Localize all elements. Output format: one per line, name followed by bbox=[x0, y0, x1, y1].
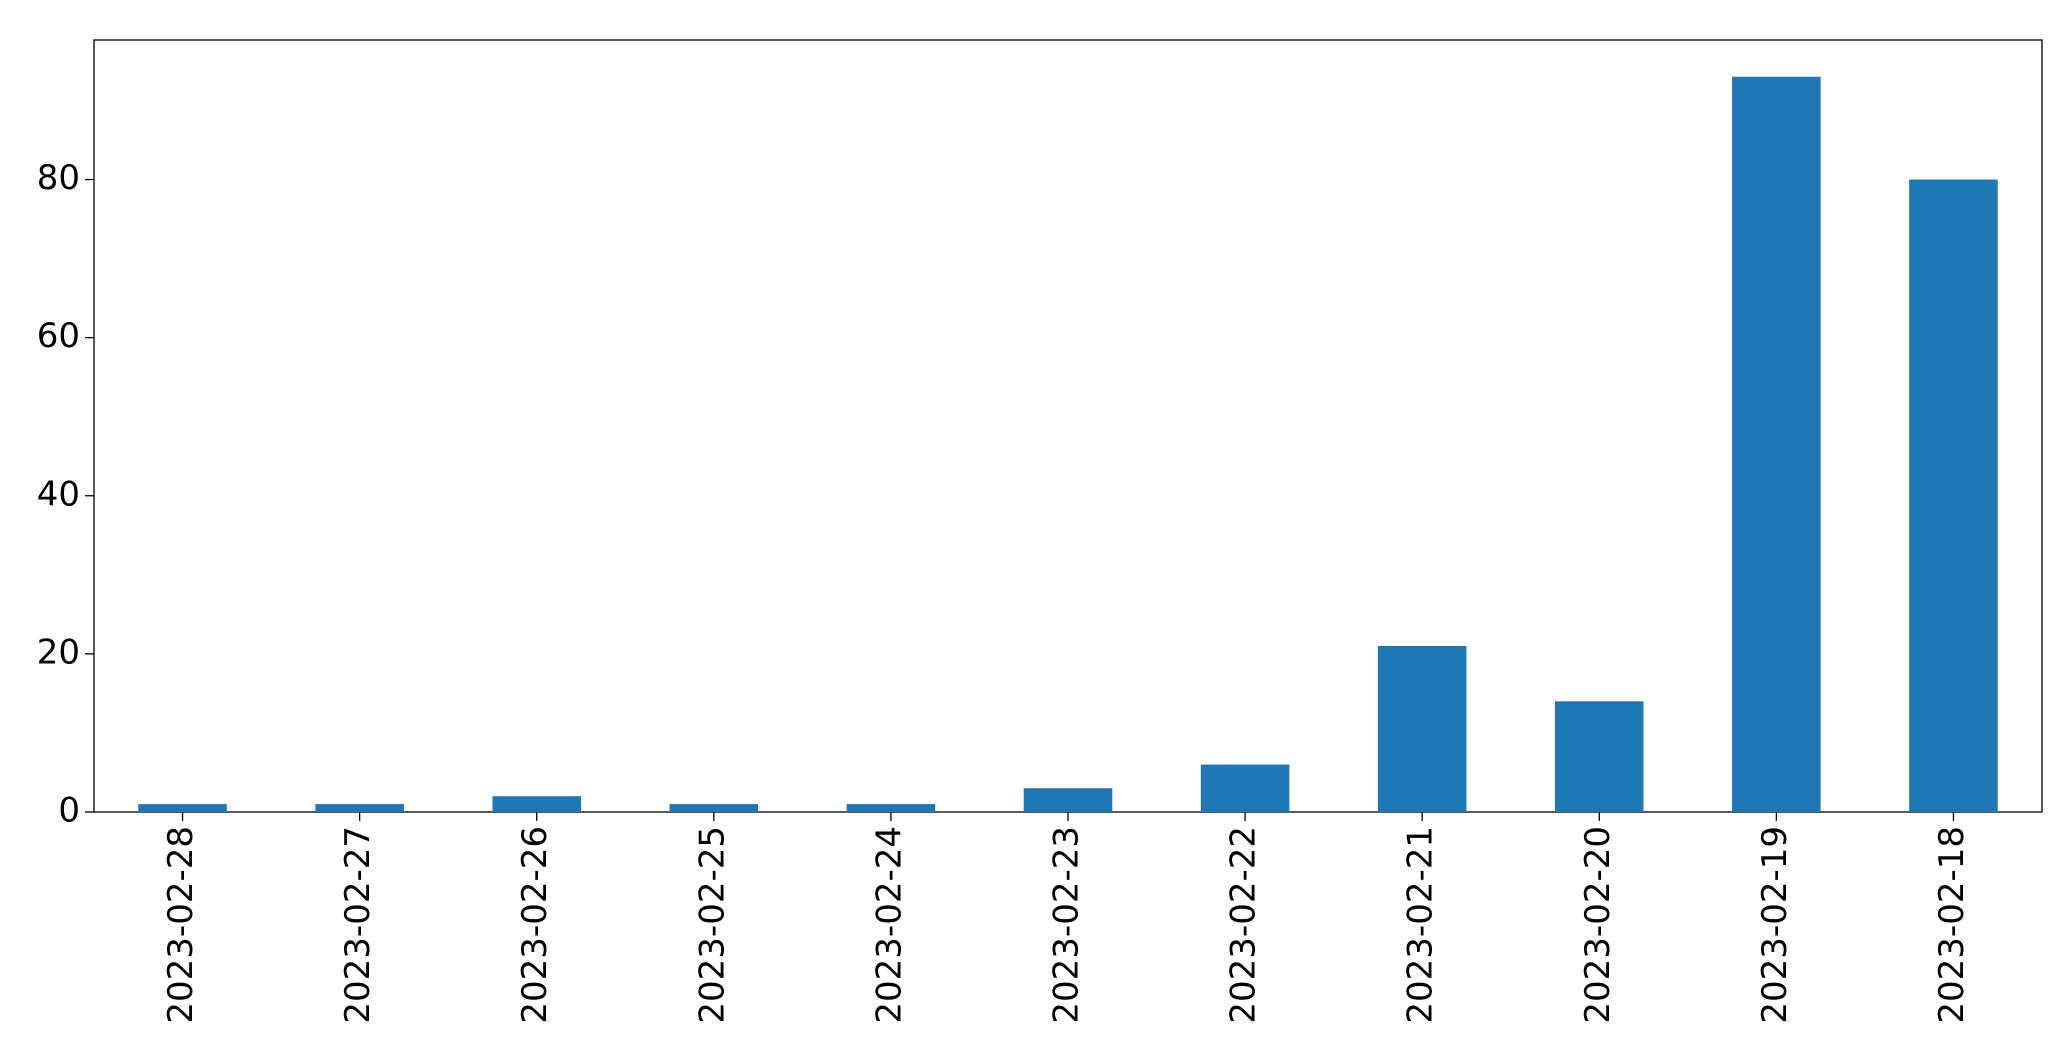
y-tick-label: 20 bbox=[37, 632, 80, 672]
x-tick-label: 2023-02-20 bbox=[1578, 826, 1618, 1024]
x-tick-label: 2023-02-27 bbox=[338, 826, 378, 1024]
x-tick-label: 2023-02-24 bbox=[869, 826, 909, 1024]
y-tick-label: 0 bbox=[58, 791, 80, 831]
x-tick-label: 2023-02-25 bbox=[692, 826, 732, 1024]
y-tick-label: 60 bbox=[37, 316, 80, 356]
x-tick-label: 2023-02-23 bbox=[1047, 826, 1087, 1024]
x-tick-label: 2023-02-22 bbox=[1224, 826, 1264, 1024]
bar bbox=[1023, 788, 1113, 812]
x-tick-label: 2023-02-18 bbox=[1932, 826, 1972, 1024]
x-tick-label: 2023-02-19 bbox=[1755, 826, 1795, 1024]
bar bbox=[669, 804, 759, 812]
bar bbox=[1732, 76, 1821, 812]
bar bbox=[138, 804, 227, 812]
bar bbox=[1909, 179, 1998, 813]
bar bbox=[315, 804, 404, 812]
bar bbox=[1200, 764, 1290, 812]
x-tick-label: 2023-02-21 bbox=[1401, 826, 1441, 1024]
y-tick-label: 40 bbox=[37, 474, 80, 514]
x-tick-label: 2023-02-28 bbox=[161, 826, 201, 1024]
bar bbox=[1555, 701, 1644, 812]
bar bbox=[846, 804, 936, 812]
bar bbox=[492, 796, 581, 812]
x-tick-label: 2023-02-26 bbox=[515, 826, 555, 1024]
bar bbox=[1377, 645, 1467, 812]
y-tick-label: 80 bbox=[37, 158, 80, 198]
